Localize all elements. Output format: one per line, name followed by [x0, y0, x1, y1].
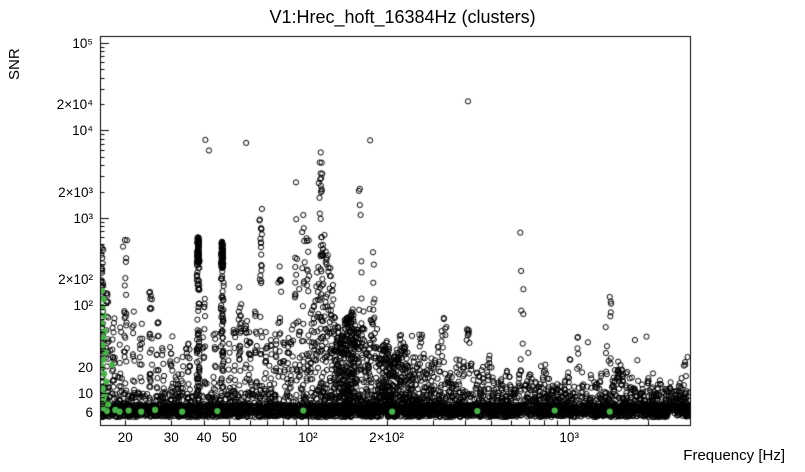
- y-tick-label: 10⁵: [72, 35, 93, 51]
- x-axis-title: Frequency [Hz]: [683, 447, 785, 464]
- x-tick-label: 50: [221, 430, 237, 445]
- x-tick-label: 40: [196, 430, 212, 445]
- x-tick-label: 2×10²: [369, 430, 405, 445]
- y-tick-label: 2×10⁴: [56, 97, 93, 113]
- y-tick-label: 10³: [73, 210, 93, 226]
- chart-title: V1:Hrec_hoft_16384Hz (clusters): [269, 7, 536, 27]
- y-tick-label: 10²: [73, 298, 93, 314]
- y-tick-label: 10: [77, 385, 93, 401]
- y-tick-label: 2×10²: [58, 272, 93, 288]
- x-tick-label: 10²: [298, 430, 318, 445]
- y-tick-label: 2×10³: [58, 184, 93, 200]
- y-tick-label: 6: [85, 405, 93, 421]
- y-axis-title: SNR: [6, 48, 23, 80]
- x-tick-label: 20: [117, 430, 133, 445]
- y-tick-label: 10⁴: [72, 123, 93, 139]
- y-tick-label: 20: [77, 359, 93, 375]
- x-tick-label: 10³: [559, 430, 579, 445]
- x-tick-label: 30: [163, 430, 179, 445]
